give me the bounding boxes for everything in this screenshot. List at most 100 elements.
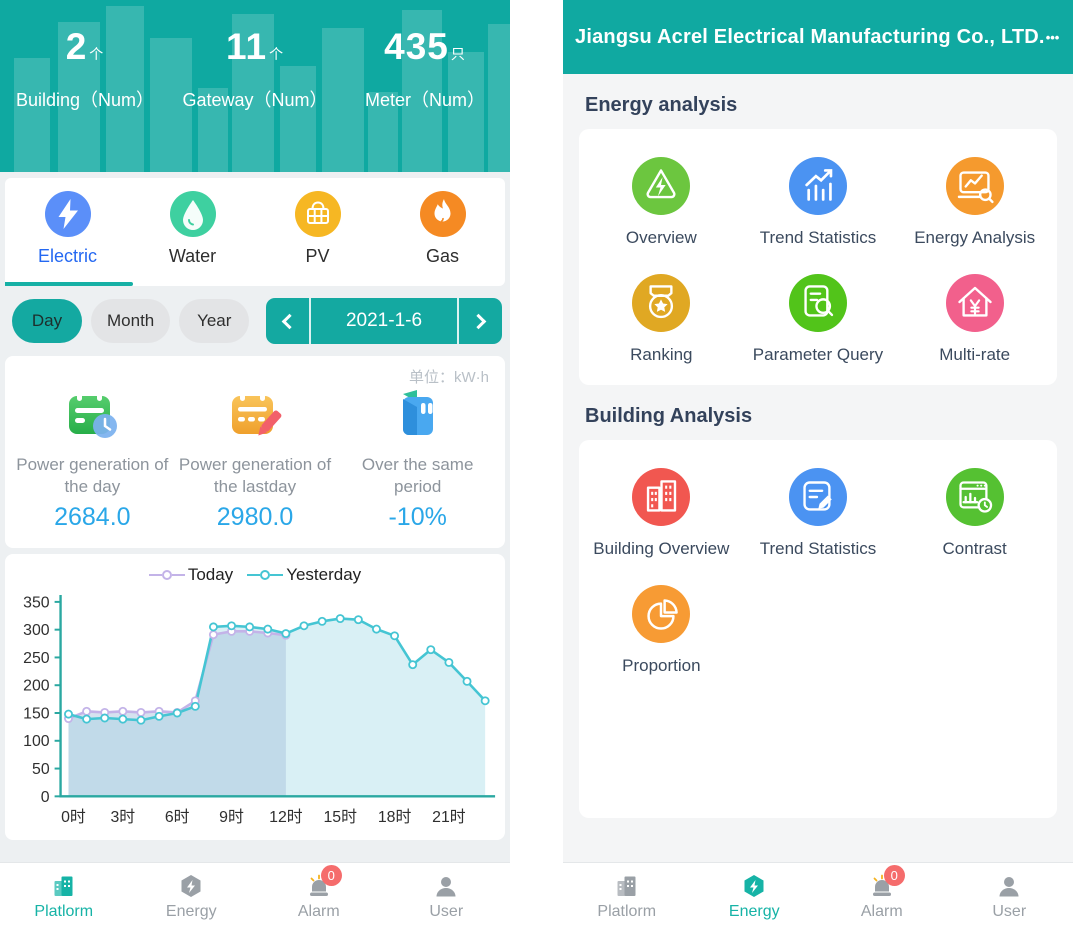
nav-platform[interactable]: Platlorm	[0, 863, 128, 930]
user-icon	[436, 877, 456, 897]
date-prev-button[interactable]	[266, 298, 311, 344]
svg-text:0: 0	[41, 789, 50, 806]
nav-alarm-label: Alarm	[860, 903, 903, 920]
nav-platform[interactable]: Platlorm	[563, 863, 691, 930]
legend-item-yesterday[interactable]: Yesterday	[247, 565, 361, 585]
svg-text:6时: 6时	[165, 808, 190, 826]
tab-water[interactable]: Water	[130, 191, 255, 286]
chevron-left-icon	[281, 313, 298, 329]
summary-today-label: Power generation of the day	[16, 455, 169, 497]
svg-text:3时: 3时	[110, 808, 135, 826]
nav-energy-label: Energy	[165, 903, 217, 920]
period-year-button[interactable]: Year	[179, 299, 250, 343]
nav-user-label: User	[992, 903, 1027, 920]
app-trend-statistics-energy[interactable]: Trend Statistics	[740, 143, 897, 260]
bottom-nav-left: Platlorm Energy 0 Alarm	[0, 862, 510, 930]
tab-gas[interactable]: Gas	[380, 191, 505, 286]
buildings-icon	[54, 876, 73, 896]
nav-alarm[interactable]: 0 Alarm	[818, 863, 946, 930]
hourly-power-chart-card: Today Yesterday 0 50 100 150 200 250 300 350 0时 3…	[5, 554, 505, 841]
svg-text:12时: 12时	[269, 808, 303, 826]
svg-text:21时: 21时	[432, 808, 466, 826]
summary-same-period-value: -10%	[388, 503, 447, 532]
legend-marker-icon	[260, 570, 271, 581]
recycle-energy-icon	[632, 157, 691, 215]
legend-item-today[interactable]: Today	[148, 565, 234, 585]
app-multi-rate-label: Multi-rate	[939, 345, 1011, 364]
app-trend-statistics-building[interactable]: Trend Statistics	[740, 454, 897, 571]
pie-chart-icon	[632, 585, 691, 643]
stat-gateway-value: 11 个	[225, 26, 285, 67]
date-picker: 2021-1-6	[266, 298, 502, 344]
building-analysis-card: Building Overview Trend Statistics Contr…	[579, 440, 1057, 818]
hexagon-energy-icon	[744, 875, 764, 897]
active-tab-indicator	[5, 282, 133, 286]
alarm-badge: 0	[320, 865, 342, 886]
company-title: Jiangsu Acrel Electrical Manufacturing C…	[575, 25, 1045, 48]
svg-text:9时: 9时	[219, 808, 244, 826]
hexagon-energy-icon	[181, 875, 201, 897]
tab-electric-label: Electric	[37, 246, 97, 266]
nav-user[interactable]: User	[383, 863, 511, 930]
date-value[interactable]: 2021-1-6	[345, 310, 423, 331]
alarm-siren-icon	[309, 874, 328, 896]
period-month-button[interactable]: Month	[91, 299, 171, 343]
period-day-button[interactable]: Day	[12, 299, 82, 343]
summary-same-period: Over the same period -10%	[336, 386, 499, 532]
flame-icon	[419, 191, 466, 237]
svg-text:50: 50	[32, 761, 50, 778]
bottom-nav-right: Platlorm Energy 0 Alarm	[563, 862, 1073, 930]
nav-energy[interactable]: Energy	[128, 863, 256, 930]
app-overview[interactable]: Overview	[583, 143, 740, 260]
tab-pv-label: PV	[305, 246, 330, 266]
summary-today: Power generation of the day 2684.0	[11, 386, 174, 532]
alarm-siren-icon	[872, 874, 891, 896]
nav-user-label: User	[429, 903, 464, 920]
user-icon	[999, 877, 1019, 897]
summary-today-value: 2684.0	[54, 503, 131, 532]
house-yen-icon	[945, 274, 1004, 332]
generation-summary-card: 单位：kW·h Power generation of the day 2684…	[5, 356, 505, 549]
svg-text:15时: 15时	[323, 808, 357, 826]
nav-alarm[interactable]: 0 Alarm	[255, 863, 383, 930]
document-pencil-icon	[788, 468, 847, 526]
summary-lastday: Power generation of the lastday 2980.0	[174, 386, 337, 532]
tab-electric[interactable]: Electric	[5, 191, 130, 286]
app-parameter-query[interactable]: Parameter Query	[740, 260, 897, 377]
svg-text:150: 150	[23, 706, 50, 723]
stat-gateway-label: Gateway（Num）	[182, 90, 328, 110]
summary-lastday-value: 2980.0	[216, 503, 294, 532]
chart-legend: Today Yesterday	[9, 562, 501, 588]
tab-pv[interactable]: PV	[255, 191, 380, 286]
tab-water-label: Water	[168, 246, 217, 266]
app-proportion-label: Proportion	[622, 656, 701, 675]
nav-alarm-label: Alarm	[297, 903, 340, 920]
nav-energy[interactable]: Energy	[691, 863, 819, 930]
stat-building-label: Building（Num）	[15, 90, 155, 110]
app-proportion[interactable]: Proportion	[583, 571, 740, 688]
app-energy-analysis-label: Energy Analysis	[914, 228, 1036, 247]
right-screen: Jiangsu Acrel Electrical Manufacturing C…	[563, 0, 1073, 930]
buildings-pattern-icon	[14, 6, 510, 172]
lightning-icon	[44, 191, 91, 237]
app-energy-analysis[interactable]: Energy Analysis	[896, 143, 1053, 260]
legend-today-label: Today	[187, 565, 234, 585]
company-header: Jiangsu Acrel Electrical Manufacturing C…	[563, 0, 1073, 74]
calendar-clock-icon	[69, 391, 118, 438]
more-menu-icon[interactable]: •••	[1045, 29, 1060, 45]
app-multi-rate[interactable]: Multi-rate	[896, 260, 1053, 377]
app-ranking[interactable]: Ranking	[583, 260, 740, 377]
app-building-overview[interactable]: Building Overview	[583, 454, 740, 571]
monitor-search-icon	[945, 157, 1004, 215]
date-next-button[interactable]	[457, 298, 502, 344]
energy-analysis-heading: Energy analysis	[585, 94, 738, 116]
app-contrast[interactable]: Contrast	[896, 454, 1053, 571]
nav-user[interactable]: User	[946, 863, 1073, 930]
app-building-overview-label: Building Overview	[593, 539, 730, 558]
legend-line-icon	[247, 574, 261, 577]
app-parameter-query-label: Parameter Query	[752, 345, 884, 364]
